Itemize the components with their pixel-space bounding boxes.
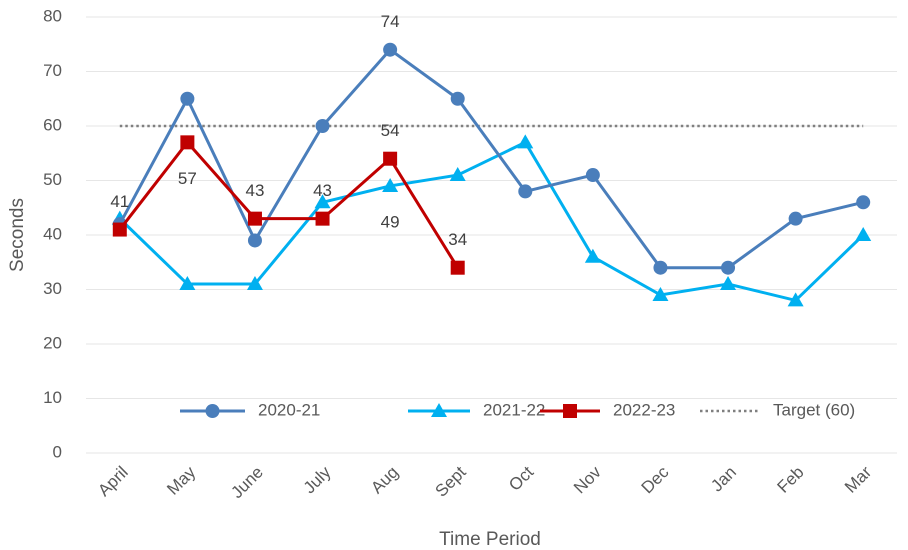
- legend-label: 2021-22: [483, 400, 545, 419]
- point: [315, 119, 330, 133]
- point: [179, 276, 196, 291]
- y-tick-label: 40: [43, 224, 62, 243]
- point: [383, 151, 398, 166]
- legend-label: 2020-21: [258, 400, 320, 419]
- legend-marker: [205, 404, 220, 418]
- point: [450, 91, 465, 106]
- x-tick-label: June: [227, 463, 267, 503]
- series: [112, 135, 465, 275]
- y-tick-label: 80: [43, 6, 62, 25]
- point: [112, 222, 127, 237]
- x-tick-label: July: [300, 462, 335, 497]
- point: [450, 260, 465, 275]
- data-label: 57: [178, 169, 197, 188]
- point: [517, 134, 534, 149]
- y-tick-label: 70: [43, 61, 62, 80]
- x-tick-label: May: [163, 462, 199, 498]
- point: [180, 91, 195, 106]
- legend-item: 2020-21: [180, 400, 320, 419]
- point: [247, 211, 262, 226]
- point: [721, 260, 736, 275]
- point: [855, 227, 872, 241]
- legend-label: 2022-23: [613, 400, 675, 419]
- series: [111, 134, 872, 307]
- point: [585, 168, 600, 183]
- data-label: 74: [381, 12, 400, 31]
- point: [382, 177, 399, 192]
- x-tick-label: Feb: [773, 463, 807, 497]
- series-line: [118, 140, 865, 303]
- legend-marker: [563, 404, 577, 418]
- series-line: [118, 47, 864, 270]
- point: [315, 211, 330, 226]
- y-tick-label: 30: [43, 279, 62, 298]
- point: [314, 194, 331, 209]
- point: [788, 211, 803, 226]
- y-tick-label: 20: [43, 333, 62, 352]
- point: [180, 135, 195, 150]
- legend-label: Target (60): [773, 400, 855, 419]
- x-tick-label: Mar: [841, 462, 875, 496]
- point: [787, 292, 804, 307]
- x-tick-label: Dec: [638, 462, 673, 497]
- data-label: 41: [110, 192, 129, 211]
- x-axis-title: Time Period: [439, 529, 541, 550]
- legend-marker: [431, 403, 447, 417]
- legend-item: 2021-22: [408, 400, 545, 419]
- y-tick-label: 50: [43, 170, 62, 189]
- x-tick-label: April: [94, 463, 131, 500]
- series: [112, 42, 871, 275]
- legend-item: Target (60): [700, 400, 855, 419]
- data-label: 49: [381, 212, 400, 231]
- point: [856, 195, 871, 210]
- point: [653, 260, 668, 275]
- point: [383, 42, 398, 57]
- x-tick-label: Oct: [505, 462, 537, 494]
- y-axis-title: Seconds: [7, 198, 28, 272]
- point: [246, 276, 263, 291]
- legend-item: 2022-23: [540, 400, 675, 419]
- point: [652, 286, 669, 301]
- y-tick-label: 60: [43, 115, 62, 134]
- point: [449, 167, 466, 182]
- data-label: 43: [313, 181, 332, 200]
- data-label: 34: [448, 230, 467, 249]
- series-line: [118, 140, 459, 269]
- y-tick-label: 0: [53, 442, 62, 461]
- data-label: 54: [381, 121, 400, 140]
- point: [584, 248, 601, 263]
- point: [247, 233, 262, 248]
- y-tick-label: 10: [43, 388, 62, 407]
- point: [518, 184, 533, 199]
- x-tick-label: Jan: [707, 463, 740, 496]
- data-label: 43: [245, 181, 264, 200]
- x-tick-label: Sept: [432, 462, 470, 500]
- x-tick-label: Nov: [570, 462, 605, 497]
- x-tick-label: Aug: [367, 463, 402, 498]
- point: [720, 276, 737, 291]
